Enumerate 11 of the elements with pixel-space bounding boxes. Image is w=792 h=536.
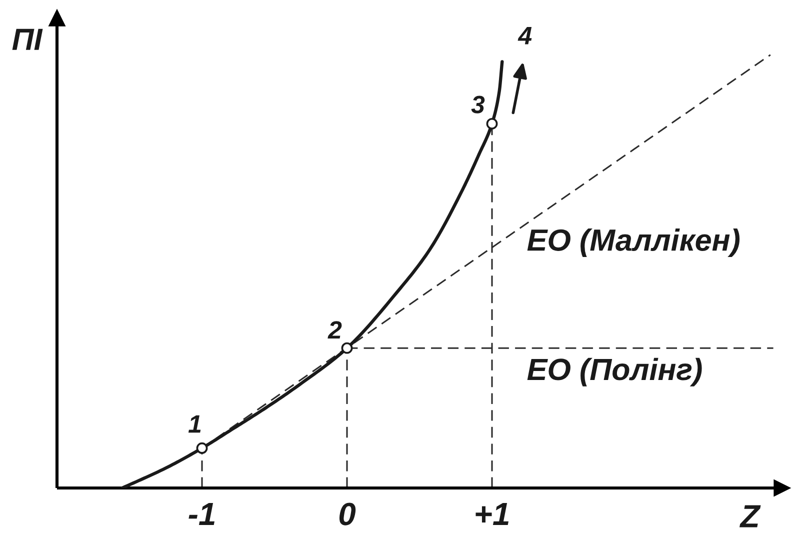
annotation: 1 (188, 415, 201, 433)
x-tick-label: -1 (188, 503, 214, 526)
annotation: 3 (471, 96, 485, 114)
x-tick-label: +1 (476, 503, 508, 526)
annotation: ЕО (Маллікен) (527, 228, 740, 257)
x-axis-title: Z (739, 505, 761, 528)
annotation: ЕО (Полінг) (527, 358, 702, 386)
annotation: 2 (328, 321, 342, 339)
annotation: 4 (518, 27, 532, 44)
x-tick-label: 0 (339, 502, 356, 526)
y-axis-title: ПІ (12, 28, 43, 50)
